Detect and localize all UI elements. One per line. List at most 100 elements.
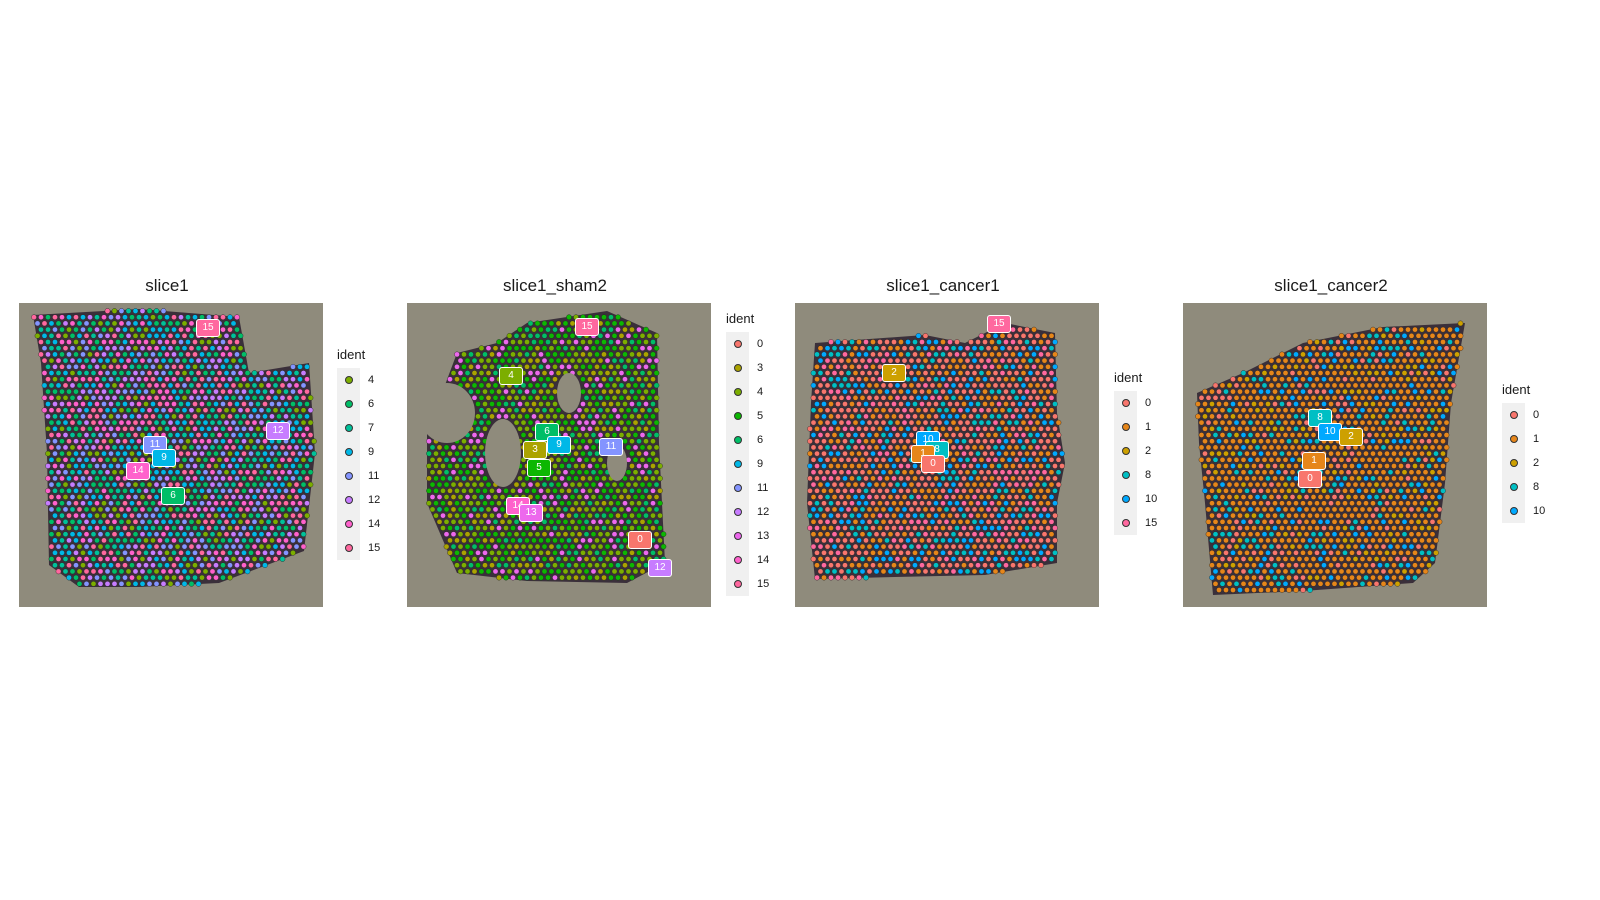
spot <box>566 537 572 544</box>
spot <box>223 407 230 413</box>
spot <box>426 463 432 469</box>
spot <box>297 376 303 382</box>
spot <box>1244 413 1250 420</box>
spot <box>884 512 890 519</box>
spot <box>125 506 132 513</box>
spot <box>1237 388 1243 395</box>
spot <box>1240 419 1247 426</box>
spot <box>999 332 1006 339</box>
spot <box>887 543 894 550</box>
spot <box>300 395 307 401</box>
spot <box>220 438 226 444</box>
spot <box>1027 543 1034 550</box>
spot <box>845 469 852 475</box>
spot <box>66 475 72 482</box>
spot <box>831 432 838 438</box>
legend-label: 11 <box>368 470 380 482</box>
spot <box>552 512 558 519</box>
spot <box>234 376 240 382</box>
spot <box>1244 438 1250 444</box>
spot <box>45 388 51 395</box>
spot <box>1195 401 1201 407</box>
spot <box>290 525 296 531</box>
spot <box>1237 450 1243 457</box>
spot <box>590 456 597 463</box>
spot <box>597 543 604 550</box>
spot <box>48 407 55 413</box>
spot <box>241 364 247 370</box>
spot <box>985 370 992 376</box>
spot <box>1377 376 1383 382</box>
spot <box>1198 456 1205 463</box>
spot <box>160 506 167 513</box>
spot <box>636 376 642 382</box>
spot <box>1048 531 1055 537</box>
spot <box>108 475 114 482</box>
spot <box>835 364 841 370</box>
spot <box>957 543 964 550</box>
spot <box>999 543 1006 550</box>
spot <box>464 494 471 500</box>
spot <box>639 506 646 513</box>
spot <box>884 413 890 420</box>
spot <box>181 395 188 401</box>
spot <box>300 382 307 389</box>
spot <box>244 506 251 513</box>
spot <box>76 556 83 562</box>
spot <box>59 512 65 519</box>
spot <box>307 432 314 438</box>
spot <box>821 401 827 407</box>
spot <box>926 413 932 420</box>
spot <box>241 438 247 444</box>
spot <box>845 382 852 389</box>
legend-label: 15 <box>757 578 770 590</box>
cluster-label: 15 <box>575 318 599 336</box>
spot <box>513 531 520 537</box>
spot <box>153 481 160 488</box>
spot <box>629 364 635 370</box>
spot <box>220 426 226 432</box>
spot <box>842 537 848 544</box>
spot <box>153 419 160 426</box>
spot <box>499 518 506 525</box>
spot <box>852 531 859 537</box>
spot <box>1408 456 1415 463</box>
spot <box>545 351 551 358</box>
spot <box>632 382 639 389</box>
spot <box>1377 450 1383 457</box>
spot <box>625 395 632 401</box>
spot <box>150 314 156 321</box>
spot <box>209 543 216 550</box>
spot <box>597 556 604 562</box>
spot <box>108 463 114 469</box>
spot <box>646 382 653 389</box>
spot <box>982 450 988 457</box>
spot <box>269 487 275 494</box>
spot <box>954 438 960 444</box>
spot <box>132 308 139 314</box>
spot <box>1296 357 1303 364</box>
spot <box>87 463 93 469</box>
spot <box>471 518 478 525</box>
spot <box>1422 345 1429 352</box>
spot <box>653 444 660 451</box>
spot <box>489 364 495 370</box>
spot <box>90 419 97 426</box>
spot <box>999 432 1006 438</box>
spot <box>1436 332 1443 339</box>
spot <box>1017 326 1023 333</box>
spot <box>517 426 523 432</box>
spot <box>1429 395 1436 401</box>
spot <box>489 413 495 420</box>
spot <box>1373 407 1380 413</box>
spot <box>901 494 908 500</box>
spot <box>1209 401 1215 407</box>
spot <box>1038 413 1044 420</box>
spot <box>227 549 233 556</box>
spot <box>234 487 240 494</box>
spot <box>80 512 86 519</box>
spot <box>1052 364 1058 370</box>
spot <box>213 549 219 556</box>
spot <box>1422 419 1429 426</box>
spot <box>1247 370 1254 376</box>
